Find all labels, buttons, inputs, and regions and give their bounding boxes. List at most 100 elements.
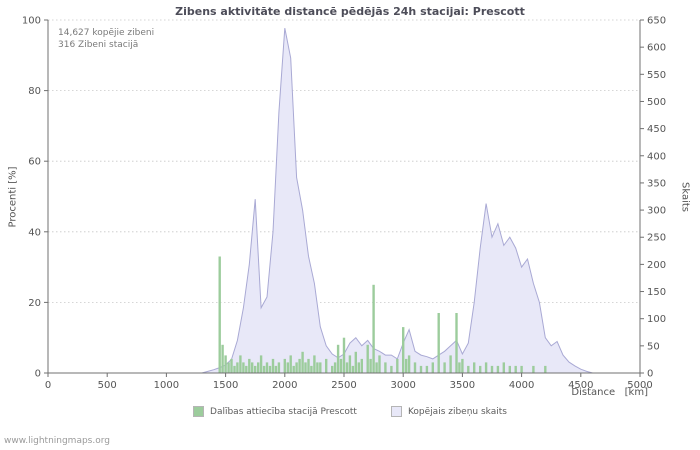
bar-participation <box>461 358 464 373</box>
left-tick-label: 40 <box>28 227 41 238</box>
legend-label-ratio: Dalības attiecība stacijā Prescott <box>210 406 357 417</box>
right-tick-label: 650 <box>647 16 666 27</box>
legend-swatch-lavender <box>390 406 402 417</box>
bar-participation <box>339 358 343 373</box>
right-tick-label: 100 <box>647 314 666 325</box>
bar-participation <box>484 362 488 373</box>
bar-participation <box>431 362 434 373</box>
bar-participation <box>490 365 494 373</box>
bar-participation <box>257 362 260 373</box>
left-tick-label: 60 <box>28 157 41 168</box>
x-tick-label: 3500 <box>450 380 475 391</box>
bar-participation <box>304 362 307 373</box>
bar-participation <box>402 327 405 373</box>
bar-participation <box>384 362 387 373</box>
bar-participation <box>372 284 375 374</box>
bar-participation <box>218 256 221 373</box>
x-tick-label: 2500 <box>331 380 356 391</box>
annotation-station-strikes: 316 Zibeni stacijā <box>58 40 139 50</box>
bar-participation <box>496 365 500 373</box>
x-tick-label: 0 <box>45 380 51 391</box>
right-tick-label: 600 <box>647 43 666 54</box>
bar-participation <box>313 355 316 373</box>
bar-participation <box>443 362 446 373</box>
x-axis-label: Distance [km] <box>571 387 648 398</box>
bar-participation <box>351 365 355 373</box>
bar-participation <box>310 365 313 373</box>
left-tick-label: 20 <box>28 298 41 309</box>
right-axis-label: Skaits <box>679 182 691 212</box>
bar-participation <box>419 365 423 373</box>
bar-participation <box>360 358 363 373</box>
bar-participation <box>233 365 236 373</box>
bar-participation <box>236 362 239 373</box>
bar-participation <box>274 365 278 373</box>
right-tick-label: 0 <box>647 369 653 380</box>
right-tick-label: 550 <box>647 70 666 81</box>
annotation-total-strikes: 14,627 kopējie zibeni <box>58 28 155 38</box>
x-tick-label: 1000 <box>154 380 179 391</box>
bar-participation <box>259 355 263 373</box>
right-tick-label: 150 <box>647 287 666 298</box>
bar-participation <box>479 365 482 373</box>
bar-participation <box>375 362 378 373</box>
bar-participation <box>248 358 251 373</box>
bar-participation <box>292 365 295 373</box>
bar-participation <box>251 362 254 373</box>
bar-participation <box>331 365 334 373</box>
legend-item-ratio: Dalības attiecība stacijā Prescott <box>193 406 357 417</box>
chart-title: Zibens aktivitāte distancē pēdējās 24h s… <box>175 5 525 18</box>
bar-participation <box>254 365 257 373</box>
bar-participation <box>502 362 505 373</box>
bar-participation <box>307 358 310 373</box>
bar-participation <box>295 362 298 373</box>
bar-participation <box>289 355 292 373</box>
bar-participation <box>298 358 301 373</box>
bar-participation <box>265 362 269 373</box>
bar-participation <box>221 344 224 373</box>
legend-label-total: Kopējais zibeņu skaits <box>407 406 507 417</box>
bar-participation <box>369 358 372 373</box>
x-tick-label: 500 <box>98 380 117 391</box>
bar-participation <box>342 337 346 373</box>
x-tick-label: 3000 <box>390 380 415 391</box>
bar-participation <box>262 365 266 373</box>
bar-participation <box>325 358 328 373</box>
bar-participation <box>544 365 547 373</box>
left-axis-label: Procenti [%] <box>7 166 19 228</box>
area-series-total-strikes <box>48 28 640 373</box>
x-tick-label: 1500 <box>213 380 238 391</box>
bar-participation <box>271 358 275 373</box>
bar-participation <box>230 358 233 373</box>
bar-participation <box>227 362 230 373</box>
right-tick-label: 300 <box>647 206 666 217</box>
right-tick-label: 450 <box>647 124 666 135</box>
right-tick-label: 350 <box>647 178 666 189</box>
legend: Dalības attiecība stacijā Prescott Kopēj… <box>0 406 700 417</box>
bar-participation <box>319 362 322 373</box>
bar-participation <box>224 355 227 373</box>
bar-participation <box>532 365 535 373</box>
left-tick-label: 100 <box>22 16 41 27</box>
bar-participation <box>467 365 470 373</box>
bar-participation <box>396 358 399 373</box>
bar-participation <box>508 365 511 373</box>
bar-participation <box>348 355 352 373</box>
bar-participation <box>345 362 349 373</box>
bar-participation <box>277 362 281 373</box>
bar-participation <box>301 351 304 373</box>
left-tick-label: 80 <box>28 86 41 97</box>
bar-participation <box>425 365 429 373</box>
bar-participation <box>242 362 245 373</box>
bar-participation <box>407 355 411 373</box>
legend-swatch-green <box>193 406 205 417</box>
left-tick-label: 0 <box>35 369 41 380</box>
bar-participation <box>245 365 248 373</box>
bar-participation <box>458 362 461 373</box>
bar-participation <box>239 355 242 373</box>
bar-participation <box>366 344 369 373</box>
right-tick-label: 200 <box>647 260 666 271</box>
bar-participation <box>357 362 360 373</box>
